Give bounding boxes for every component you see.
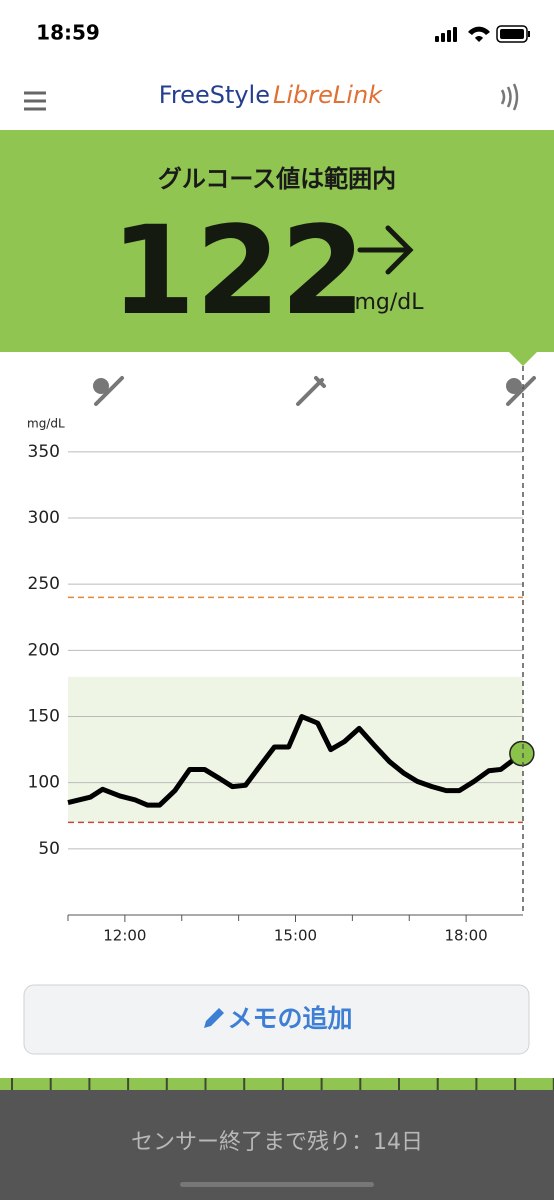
trend-arrow [357, 225, 414, 275]
y-tick-label: 350 [28, 442, 60, 462]
y-tick-label: 100 [28, 773, 60, 793]
footer [0, 1090, 554, 1200]
panel-pointer [509, 352, 537, 366]
brand-librelink: LibreLink [273, 81, 383, 109]
home-indicator [180, 1182, 374, 1187]
current-reading-dot [509, 740, 535, 767]
menu-button[interactable] [24, 91, 46, 111]
memo-button-label[interactable]: メモの追加 [227, 1004, 352, 1033]
y-tick-label: 50 [38, 839, 60, 859]
target-range [68, 676, 523, 823]
reading-panel [0, 130, 554, 352]
chart: 50 100 150 200 250 300 350 12:00 15:00 18:00 [28, 442, 535, 945]
reading-value: 122 [111, 200, 366, 342]
x-tick-label: 15:00 [274, 927, 317, 945]
y-tick-label: 200 [28, 640, 60, 660]
status-time: 18:59 [36, 21, 100, 45]
reading-status: グルコース値は範囲内 [158, 165, 396, 193]
sensor-remaining: センサー終了まで残り：14日 [131, 1130, 423, 1155]
y-axis-label: mg/dL [27, 417, 65, 431]
event-icons [93, 376, 536, 406]
glucose-line [67, 714, 524, 808]
sensor-bar-segments [11, 1078, 554, 1090]
y-tick-label: 150 [28, 707, 60, 727]
status-icons [435, 25, 530, 43]
memo-button[interactable] [23, 984, 530, 1055]
reading-unit: mg/dL [354, 290, 424, 315]
y-tick-label: 300 [28, 508, 60, 528]
x-tick-label: 12:00 [103, 927, 146, 945]
pencil-icon [204, 1008, 224, 1028]
sensor-bar [0, 1078, 554, 1090]
nfc-button[interactable] [500, 83, 519, 111]
y-tick-label: 250 [28, 574, 60, 594]
brand-freestyle: FreeStyle [159, 81, 270, 109]
x-tick-label: 18:00 [445, 927, 488, 945]
